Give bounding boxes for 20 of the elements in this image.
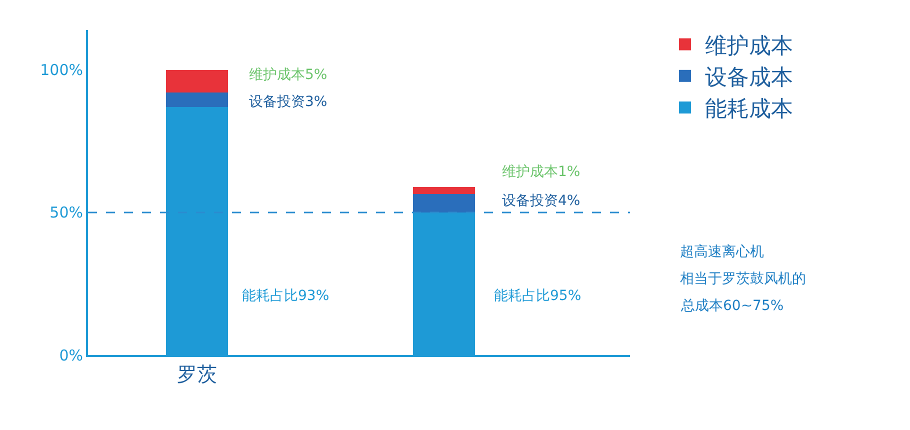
bar (413, 194, 475, 212)
annotation: 设备投资3% (249, 94, 328, 110)
legend-label: 维护成本 (705, 34, 793, 59)
annotation: 能耗占比95% (494, 288, 582, 304)
annotation: 维护成本5% (249, 67, 328, 83)
bar (166, 92, 228, 107)
text: 总成本60~75% (680, 298, 784, 314)
annotation: 能耗占比93% (242, 288, 330, 304)
annotation: 设备投资4% (502, 193, 580, 209)
annotation: 维护成本1% (502, 164, 580, 180)
text: 超高速离心机 (680, 244, 764, 260)
legend-label: 能耗成本 (705, 97, 793, 122)
legend-label: 设备成本 (705, 65, 793, 90)
x-tick-label: 罗茨 (176, 362, 217, 386)
bar (166, 70, 228, 93)
y-tick-label: 100% (40, 61, 83, 80)
bar (413, 186, 475, 194)
text: 相当于罗茨鼓风机的 (680, 271, 806, 287)
y-tick-label: 50% (50, 204, 83, 222)
y-tick-label: 0% (59, 346, 83, 364)
